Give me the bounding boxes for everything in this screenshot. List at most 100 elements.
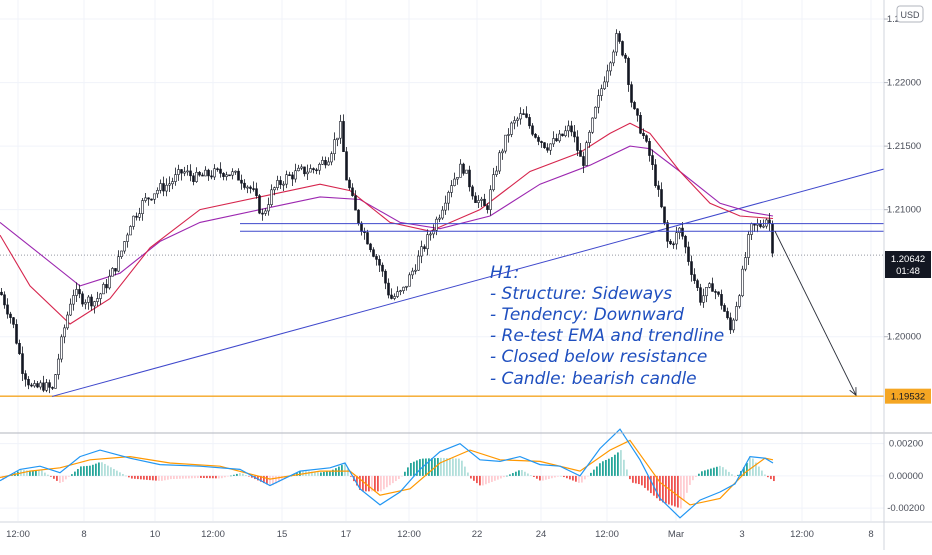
candle-body	[54, 374, 57, 389]
macd-histogram-bar	[758, 466, 760, 476]
currency-badge[interactable]: USD	[896, 5, 924, 23]
candle-body	[720, 294, 723, 306]
candle-body	[177, 169, 180, 175]
candle-body	[93, 301, 96, 307]
macd-histogram-bar	[533, 475, 535, 477]
candle-body	[474, 195, 477, 203]
candle-body	[321, 160, 324, 165]
resistance-layer	[240, 223, 884, 232]
candle-body	[723, 305, 726, 312]
macd-histogram-bar	[602, 461, 604, 476]
candle-body	[189, 170, 192, 177]
macd-histogram-bar	[416, 460, 418, 476]
macd-histogram-bar	[194, 475, 196, 479]
candle-body	[21, 353, 24, 374]
candle-body	[144, 197, 147, 201]
price-tick-label: 1.21000	[887, 205, 921, 216]
macd-histogram-bar	[104, 463, 106, 476]
candle-body	[351, 187, 354, 196]
annotation-line-3: - Re-test EMA and trendline	[490, 326, 724, 346]
macd-histogram-bar	[650, 475, 652, 494]
macd-histogram-bar	[2, 475, 4, 480]
candle-body	[702, 295, 705, 303]
candle-body	[630, 84, 633, 103]
candle-body	[87, 296, 90, 303]
macd-histogram-bar	[641, 475, 643, 486]
candle-body	[372, 249, 375, 257]
candle-body	[300, 166, 303, 169]
candle-body	[672, 243, 675, 246]
macd-histogram-bar	[659, 475, 661, 501]
candle-body	[201, 174, 204, 177]
macd-histogram-bar	[110, 467, 112, 476]
macd-histogram-bar	[620, 450, 622, 476]
candle-body	[600, 88, 603, 96]
macd-histogram-bar	[356, 475, 358, 486]
candle-body	[348, 179, 351, 189]
candle-body	[414, 269, 417, 272]
macd-histogram-bar	[95, 463, 97, 476]
candle-body	[396, 291, 399, 297]
time-axis[interactable]: 12:00 8 10 12:00 15 17 12:00 22 24 12:00 Mar 3 12:00…	[6, 529, 874, 540]
macd-histogram-bar	[536, 475, 538, 479]
candle-body	[114, 268, 117, 272]
candle-body	[405, 285, 408, 288]
macd-histogram-bar	[65, 475, 67, 480]
candle-body	[627, 58, 630, 85]
macd-histogram-bar	[494, 475, 496, 481]
candle-body	[363, 231, 366, 233]
candle-body	[645, 135, 648, 142]
macd-histogram-bar	[38, 470, 40, 476]
candle-body	[495, 170, 498, 175]
candle-body	[162, 183, 165, 192]
candle-body	[108, 275, 111, 289]
candle-body	[531, 125, 534, 135]
candle-body	[384, 270, 387, 284]
candle-body	[624, 54, 627, 59]
macd-histogram-bar	[689, 475, 691, 485]
candle-body	[552, 138, 555, 145]
candle-body	[441, 209, 444, 219]
time-tick-label: 12:00	[595, 529, 619, 540]
candle-body	[33, 383, 36, 387]
candle-body	[750, 223, 753, 235]
candle-body	[117, 256, 120, 272]
macd-histogram-bar	[392, 475, 394, 484]
macd-histogram-bar	[50, 475, 52, 477]
macd-histogram-bar	[149, 475, 151, 481]
macd-histogram-bar	[218, 475, 220, 479]
macd-histogram-bar	[173, 475, 175, 479]
macd-histogram-bar	[431, 458, 433, 476]
candle-body	[621, 41, 624, 56]
candle-body	[543, 142, 546, 148]
candle-body	[39, 382, 42, 388]
candle-body	[639, 115, 642, 134]
candle-body	[471, 186, 474, 197]
macd-histogram-bar	[329, 470, 331, 476]
macd-histogram-bar	[167, 475, 169, 480]
candle-body	[381, 264, 384, 272]
candle-body	[132, 215, 135, 227]
candle-body	[522, 113, 525, 115]
macd-histogram-bar	[587, 475, 589, 477]
macd-histogram-bar	[686, 475, 688, 493]
macd-histogram-bar	[251, 475, 253, 478]
candle-body	[771, 223, 774, 254]
macd-histogram-bar	[554, 475, 556, 478]
candle-body	[615, 33, 618, 53]
macd-histogram-bar	[215, 475, 217, 479]
time-tick-label: 10	[150, 529, 161, 540]
candle-body	[258, 195, 261, 214]
candle-body	[30, 384, 33, 387]
price-tick-label: 1.22000	[887, 78, 921, 89]
macd-histogram-bar	[239, 473, 241, 476]
macd-histogram-bar	[269, 475, 271, 486]
candle-body	[378, 259, 381, 266]
macd-histogram-bar	[524, 471, 526, 476]
candle-body	[498, 152, 501, 172]
macd-histogram-bar	[680, 475, 682, 509]
macd-histogram-bar	[644, 475, 646, 488]
macd-histogram-bar	[530, 475, 532, 476]
candle-body	[513, 120, 516, 124]
